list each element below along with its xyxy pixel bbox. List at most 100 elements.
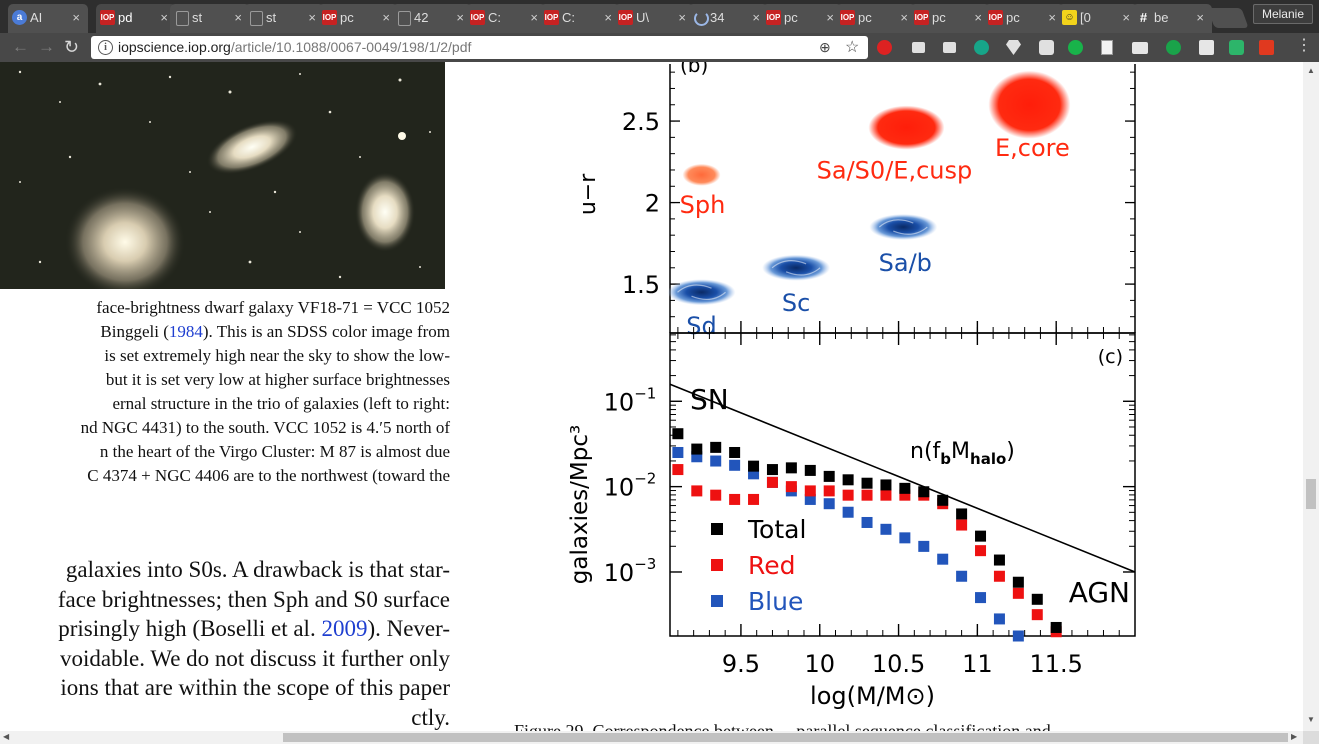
tab-close-icon[interactable]: × — [1122, 10, 1130, 25]
document-icon — [250, 11, 263, 26]
forward-icon[interactable]: → — [38, 37, 55, 57]
text-segment: is set extremely high near the sky to sh… — [104, 346, 450, 365]
scroll-up-icon[interactable]: ▲ — [1307, 66, 1315, 75]
tab-close-icon[interactable]: × — [160, 10, 168, 25]
scroll-right-icon[interactable]: ▶ — [1291, 732, 1297, 741]
tab-close-icon[interactable]: × — [72, 10, 80, 25]
document-icon — [176, 11, 189, 26]
tab-close-icon[interactable]: × — [678, 10, 686, 25]
tab-2[interactable]: st × — [170, 4, 250, 33]
extension-chat-icon[interactable] — [1132, 42, 1148, 54]
tab-strip: a AI × IOP pd × st × st × IOP pc × 42 × IOP C: × IOP C: × IOP… — [0, 0, 1319, 33]
total-point — [691, 444, 702, 455]
tab-close-icon[interactable]: × — [382, 10, 390, 25]
extension-grammar-icon[interactable] — [1068, 40, 1083, 55]
extension-shield-icon[interactable] — [877, 40, 892, 55]
total-point — [729, 447, 740, 458]
tab-1[interactable]: IOP pd × — [96, 4, 176, 33]
tab-9[interactable]: 34 × — [688, 4, 768, 33]
tab-15[interactable]: # be × — [1132, 4, 1212, 33]
address-bar[interactable]: i iopscience.iop.org/article/10.1088/006… — [91, 36, 868, 59]
halo-label-part: halo — [970, 450, 1006, 468]
tab-close-icon[interactable]: × — [604, 10, 612, 25]
tab-close-icon[interactable]: × — [234, 10, 242, 25]
iop-icon: IOP — [100, 10, 115, 25]
tab-close-icon[interactable]: × — [826, 10, 834, 25]
tab-close-icon[interactable]: × — [456, 10, 464, 25]
panel-b: (b) 1.5 2 2.5 u−r Sph Sa/S0/E,cusp E,core Sd Sc Sa… — [576, 62, 1135, 340]
tab-11[interactable]: IOP pc × — [836, 4, 916, 33]
citation-link[interactable]: 1984 — [169, 322, 203, 341]
site-info-icon[interactable]: i — [98, 40, 113, 55]
iop-icon: IOP — [322, 10, 337, 25]
tab-close-icon[interactable]: × — [752, 10, 760, 25]
extension-diamond-icon[interactable] — [1006, 40, 1021, 55]
scroll-down-icon[interactable]: ▼ — [1307, 715, 1315, 724]
horizontal-scrollbar[interactable]: ◀ ▶ — [0, 731, 1303, 744]
tab-14[interactable]: ☺ [0 × — [1058, 4, 1138, 33]
y-tick-label: 1.5 — [622, 271, 660, 299]
bookmark-star-icon[interactable]: ☆ — [845, 37, 859, 57]
blue-point — [918, 541, 929, 552]
total-point — [1051, 622, 1062, 633]
extension-pocket-icon[interactable] — [1039, 40, 1054, 55]
vertical-scroll-thumb[interactable] — [1306, 479, 1316, 509]
tab-8[interactable]: IOP U\ × — [614, 4, 694, 33]
reload-icon[interactable]: ↻ — [64, 37, 79, 57]
tab-7[interactable]: IOP C: × — [540, 4, 620, 33]
extension-green-icon[interactable] — [1229, 40, 1244, 55]
tab-12[interactable]: IOP pc × — [910, 4, 990, 33]
zoom-icon[interactable]: ⊕ — [819, 39, 831, 56]
tab-label: AI — [30, 10, 54, 25]
extension-todoist-icon[interactable] — [1259, 40, 1274, 55]
x-tick-label: 10 — [804, 650, 835, 678]
url-text[interactable]: iopscience.iop.org/article/10.1088/0067-… — [118, 39, 471, 55]
total-point — [918, 486, 929, 497]
tab-6[interactable]: IOP C: × — [466, 4, 546, 33]
scroll-left-icon[interactable]: ◀ — [3, 732, 9, 741]
menu-icon[interactable]: ⋮ — [1296, 36, 1312, 56]
iop-icon: IOP — [766, 10, 781, 25]
red-point — [975, 545, 986, 556]
extension-doc-icon[interactable] — [1101, 40, 1113, 55]
tab-13[interactable]: IOP pc × — [984, 4, 1064, 33]
tab-0[interactable]: a AI × — [8, 4, 88, 33]
tab-close-icon[interactable]: × — [1048, 10, 1056, 25]
profile-button[interactable]: Melanie — [1253, 4, 1313, 24]
galaxy-group-label: Sph — [680, 191, 726, 219]
tab-label: [0 — [1080, 10, 1104, 25]
legend-marker-blue — [711, 595, 723, 607]
extension-page-icon[interactable] — [1199, 40, 1214, 55]
panel-b-label: (b) — [680, 62, 708, 77]
tab-close-icon[interactable]: × — [308, 10, 316, 25]
citation-link[interactable]: 2009 — [321, 616, 367, 641]
red-point — [710, 490, 721, 501]
tab-close-icon[interactable]: × — [974, 10, 982, 25]
total-point — [899, 483, 910, 494]
tab-close-icon[interactable]: × — [900, 10, 908, 25]
tab-5[interactable]: 42 × — [392, 4, 472, 33]
red-point — [748, 494, 759, 505]
loading-icon — [694, 11, 709, 26]
new-tab-button[interactable] — [1207, 8, 1248, 28]
red-point — [862, 490, 873, 501]
y-tick-base: 10 — [604, 474, 635, 502]
text-segment: Binggeli ( — [100, 322, 168, 341]
extension-m-icon[interactable] — [974, 40, 989, 55]
tab-10[interactable]: IOP pc × — [762, 4, 842, 33]
extension-mail-icon[interactable] — [943, 42, 956, 53]
horizontal-scroll-thumb[interactable] — [283, 733, 1288, 742]
tab-3[interactable]: st × — [244, 4, 324, 33]
extension-leaf-icon[interactable] — [1166, 40, 1181, 55]
vertical-scrollbar[interactable]: ▲ ▼ — [1303, 62, 1319, 731]
tab-close-icon[interactable]: × — [530, 10, 538, 25]
tab-label: be — [1154, 10, 1178, 25]
tab-close-icon[interactable]: × — [1196, 10, 1204, 25]
red-point — [824, 485, 835, 496]
iop-icon: IOP — [544, 10, 559, 25]
back-icon[interactable]: ← — [12, 37, 29, 57]
tab-4[interactable]: IOP pc × — [318, 4, 398, 33]
extension-archive-icon[interactable] — [912, 42, 925, 53]
body-line: ctly. — [411, 705, 450, 731]
caption-line: face-brightness dwarf galaxy VF18-71 = V… — [96, 298, 450, 318]
